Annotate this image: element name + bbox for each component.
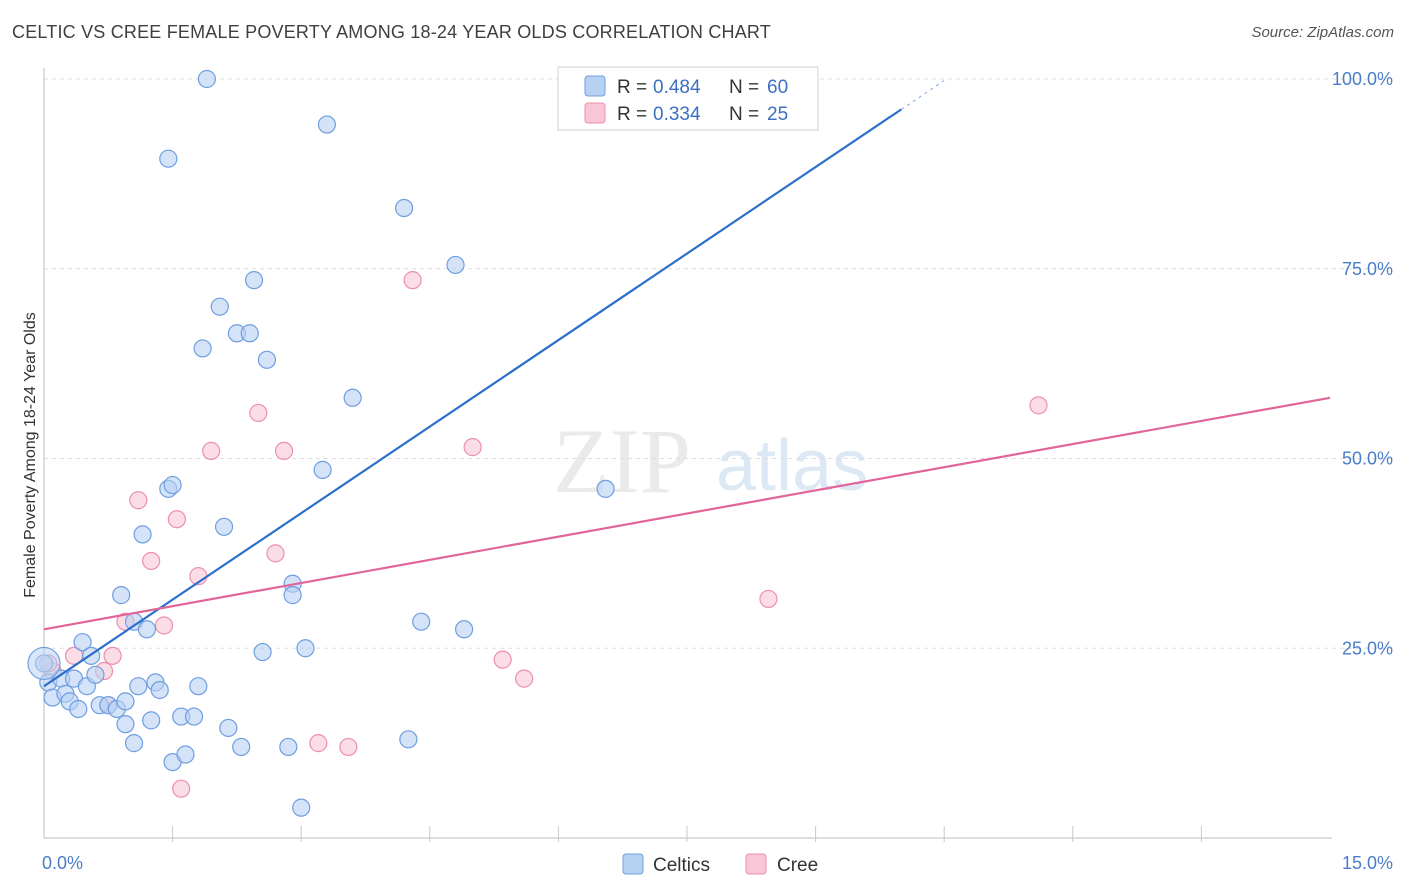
celtic-trend-extension	[901, 80, 945, 110]
celtic-point	[189, 677, 208, 696]
celtic-point	[112, 586, 131, 605]
celtic-point	[116, 715, 135, 734]
cree-point	[1029, 396, 1048, 415]
cree-point	[249, 403, 268, 423]
celtic-point	[184, 707, 204, 726]
celtic-point	[399, 730, 418, 749]
x-tick-label: 0.0%	[42, 853, 83, 873]
celtic-point	[116, 692, 135, 711]
celtic-point	[163, 475, 182, 495]
celtic-point	[317, 115, 337, 134]
celtic-cluster-point	[27, 646, 61, 681]
cree-point	[142, 551, 161, 571]
celtic-point	[129, 677, 148, 696]
watermark: ZIP atlas	[553, 410, 868, 512]
celtics-legend-label: Celtics	[653, 855, 710, 876]
celtic-point	[292, 798, 311, 817]
y-tick-label: 75.0%	[1342, 259, 1393, 279]
celtic-point	[240, 324, 259, 343]
cree-point	[515, 669, 534, 688]
source-label: Source: ZipAtlas.com	[1251, 24, 1394, 41]
celtic-point	[313, 460, 332, 479]
celtic-point	[343, 388, 362, 407]
cree-point	[309, 734, 328, 753]
watermark-zip: ZIP	[553, 410, 691, 512]
celtic-point	[150, 680, 169, 700]
celtic-point	[159, 149, 178, 168]
x-tick-labels: 0.0% 15.0%	[42, 853, 1393, 873]
y-tick-labels: 25.0% 50.0% 75.0% 100.0%	[1332, 69, 1393, 658]
celtic-point	[232, 737, 251, 757]
celtic-point	[296, 639, 315, 658]
celtic-point	[210, 297, 229, 316]
celtic-point	[279, 737, 298, 757]
grid	[44, 78, 1392, 649]
cree-legend-label: Cree	[777, 855, 818, 876]
celtic-trend-line	[43, 108, 902, 688]
celtic-point	[86, 665, 105, 684]
celtic-point	[137, 620, 156, 639]
cree-point	[339, 737, 358, 757]
celtic-point	[142, 711, 161, 730]
celtic-point	[253, 642, 272, 662]
celtic-point	[596, 479, 615, 498]
watermark-atlas: atlas	[716, 426, 868, 506]
cree-point	[463, 438, 482, 457]
celtic-point	[446, 255, 465, 275]
celtic-point	[69, 699, 88, 719]
cree-point	[202, 441, 221, 461]
celtic-r-value: 0.484	[653, 77, 701, 98]
celtic-point	[244, 271, 264, 290]
celtic-point	[197, 69, 216, 89]
celtic-points	[27, 69, 774, 817]
stats-legend: R = 0.484 N = 60 R = 0.334 N = 25	[557, 66, 819, 131]
celtic-n-label: N =	[729, 77, 759, 98]
celtic-legend-swatch	[584, 75, 606, 97]
celtic-point	[133, 525, 152, 544]
cree-point	[266, 544, 285, 563]
y-tick-label: 50.0%	[1342, 449, 1393, 469]
cree-n-label: N =	[729, 104, 759, 125]
celtic-point	[394, 198, 414, 218]
celtic-point	[454, 620, 474, 639]
chart-title: CELTIC VS CREE FEMALE POVERTY AMONG 18-2…	[12, 22, 771, 42]
celtic-point	[214, 517, 234, 536]
x-tick-label: 15.0%	[1342, 853, 1393, 873]
y-tick-label: 25.0%	[1342, 638, 1393, 658]
cree-point	[759, 589, 778, 609]
cree-n-value: 25	[767, 104, 788, 125]
cree-r-label: R =	[617, 104, 647, 125]
cree-point	[493, 650, 512, 669]
series-legend: Celtics Cree	[622, 853, 818, 876]
celtic-point	[412, 612, 431, 631]
x-ticks	[172, 826, 1202, 842]
celtics-legend-swatch	[622, 853, 644, 875]
cree-point	[167, 510, 186, 529]
celtic-point	[176, 745, 195, 764]
celtic-n-value: 60	[767, 77, 788, 98]
cree-point	[172, 779, 191, 798]
cree-point	[403, 271, 422, 290]
y-axis-label: Female Poverty Among 18-24 Year Olds	[22, 312, 39, 598]
cree-point	[154, 616, 174, 635]
cree-point	[103, 646, 122, 665]
cree-trend-line	[43, 396, 1331, 631]
cree-point	[129, 491, 148, 510]
cree-r-value: 0.334	[653, 104, 701, 125]
celtic-point	[73, 633, 92, 652]
y-tick-label: 100.0%	[1332, 69, 1393, 89]
celtic-point	[193, 339, 212, 358]
celtic-r-label: R =	[617, 77, 647, 98]
celtic-point	[124, 734, 144, 753]
cree-point	[274, 441, 294, 461]
celtic-point	[219, 718, 238, 738]
axes	[43, 68, 1332, 839]
trend-lines	[43, 80, 1331, 688]
cree-legend-swatch	[584, 102, 606, 124]
celtic-point	[257, 350, 277, 369]
cree-legend-swatch-bottom	[745, 853, 767, 875]
celtic-point	[283, 586, 302, 605]
